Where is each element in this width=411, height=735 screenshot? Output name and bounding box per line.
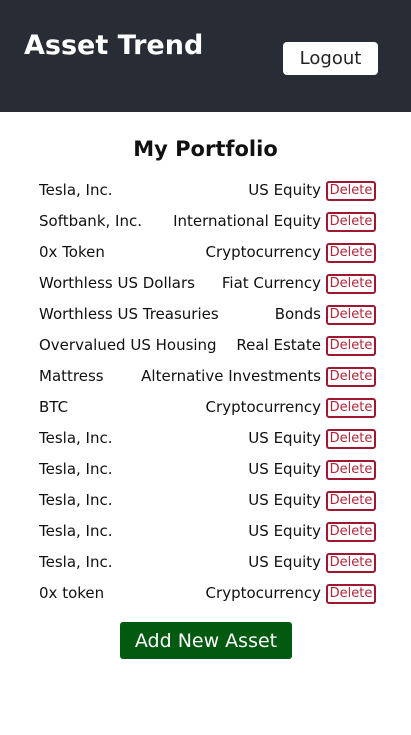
asset-type: International Equity	[173, 212, 321, 230]
asset-name: Worthless US Treasuries	[39, 305, 219, 323]
delete-button[interactable]: Delete	[326, 367, 376, 387]
asset-type: US Equity	[248, 491, 321, 509]
asset-list: Tesla, Inc. US Equity Delete Softbank, I…	[0, 178, 411, 612]
asset-type: Cryptocurrency	[205, 584, 321, 602]
asset-type: US Equity	[248, 460, 321, 478]
asset-type: Bonds	[274, 305, 321, 323]
asset-name: Mattress	[39, 367, 104, 385]
add-new-asset-button[interactable]: Add New Asset	[120, 622, 292, 659]
asset-name: Softbank, Inc.	[39, 212, 142, 230]
delete-button[interactable]: Delete	[326, 305, 376, 325]
asset-type: US Equity	[248, 522, 321, 540]
asset-name: 0x Token	[39, 243, 105, 261]
asset-row: Overvalued US Housing Real Estate Delete	[0, 333, 411, 364]
asset-name: Tesla, Inc.	[39, 522, 113, 540]
asset-row: Tesla, Inc. US Equity Delete	[0, 426, 411, 457]
asset-row: Mattress Alternative Investments Delete	[0, 364, 411, 395]
delete-button[interactable]: Delete	[326, 181, 376, 201]
asset-type: Real Estate	[236, 336, 321, 354]
asset-row: Tesla, Inc. US Equity Delete	[0, 550, 411, 581]
delete-button[interactable]: Delete	[326, 212, 376, 232]
asset-row: Tesla, Inc. US Equity Delete	[0, 488, 411, 519]
page-title: My Portfolio	[133, 137, 278, 161]
asset-type: Fiat Currency	[221, 274, 321, 292]
delete-button[interactable]: Delete	[326, 522, 376, 542]
asset-type: Cryptocurrency	[205, 243, 321, 261]
asset-name: BTC	[39, 398, 69, 416]
asset-name: Tesla, Inc.	[39, 460, 113, 478]
asset-row: Tesla, Inc. US Equity Delete	[0, 457, 411, 488]
app-title: Asset Trend	[24, 30, 204, 61]
asset-row: Worthless US Dollars Fiat Currency Delet…	[0, 271, 411, 302]
app-header: Asset Trend Logout	[0, 0, 411, 112]
delete-button[interactable]: Delete	[326, 243, 376, 263]
asset-name: Tesla, Inc.	[39, 491, 113, 509]
asset-type: Cryptocurrency	[205, 398, 321, 416]
delete-button[interactable]: Delete	[326, 553, 376, 573]
asset-name: Tesla, Inc.	[39, 429, 113, 447]
asset-row: 0x token Cryptocurrency Delete	[0, 581, 411, 612]
asset-row: Softbank, Inc. International Equity Dele…	[0, 209, 411, 240]
asset-name: Worthless US Dollars	[39, 274, 195, 292]
delete-button[interactable]: Delete	[326, 274, 376, 294]
asset-row: Tesla, Inc. US Equity Delete	[0, 178, 411, 209]
asset-type: US Equity	[248, 553, 321, 571]
asset-type: US Equity	[248, 429, 321, 447]
delete-button[interactable]: Delete	[326, 491, 376, 511]
delete-button[interactable]: Delete	[326, 584, 376, 604]
logout-button[interactable]: Logout	[283, 42, 378, 75]
delete-button[interactable]: Delete	[326, 398, 376, 418]
asset-row: Worthless US Treasuries Bonds Delete	[0, 302, 411, 333]
asset-name: Tesla, Inc.	[39, 553, 113, 571]
asset-type: Alternative Investments	[141, 367, 321, 385]
delete-button[interactable]: Delete	[326, 336, 376, 356]
asset-row: Tesla, Inc. US Equity Delete	[0, 519, 411, 550]
delete-button[interactable]: Delete	[326, 460, 376, 480]
delete-button[interactable]: Delete	[326, 429, 376, 449]
asset-row: BTC Cryptocurrency Delete	[0, 395, 411, 426]
asset-name: Tesla, Inc.	[39, 181, 113, 199]
asset-name: 0x token	[39, 584, 105, 602]
asset-type: US Equity	[248, 181, 321, 199]
asset-row: 0x Token Cryptocurrency Delete	[0, 240, 411, 271]
asset-name: Overvalued US Housing	[39, 336, 217, 354]
